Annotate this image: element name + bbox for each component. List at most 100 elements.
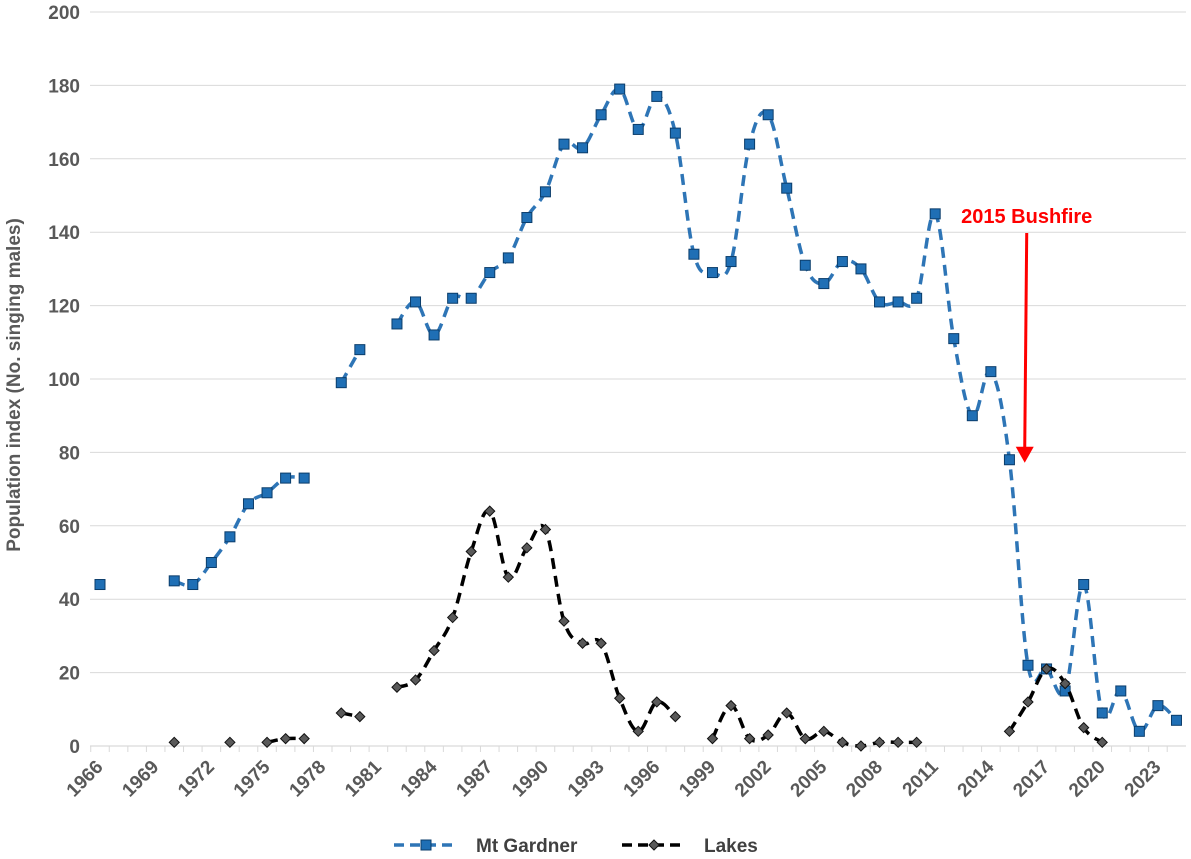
data-point-lakes — [539, 523, 552, 536]
x-tick-label: 1993 — [564, 757, 609, 802]
data-point-lakes — [409, 674, 422, 686]
y-tick-label: 180 — [48, 76, 80, 97]
series-line-mt-gardner — [173, 475, 305, 588]
data-point-lakes — [168, 736, 180, 749]
data-point-mt-gardner — [799, 259, 811, 271]
data-point-mt-gardner — [354, 344, 366, 356]
y-tick-label: 40 — [59, 590, 80, 611]
annotation-arrow-head — [1015, 446, 1034, 463]
data-point-mt-gardner — [669, 127, 681, 139]
x-tick-label: 2020 — [1065, 757, 1110, 802]
x-tick-label: 2017 — [1009, 757, 1054, 802]
x-tick-label: 1972 — [174, 757, 219, 802]
data-point-lakes — [298, 732, 310, 745]
data-point-lakes — [354, 710, 366, 723]
data-point-lakes — [781, 707, 793, 719]
x-tick-label: 2014 — [954, 756, 999, 801]
data-point-lakes — [1040, 663, 1053, 675]
data-point-mt-gardner — [1022, 659, 1034, 671]
data-point-lakes — [743, 732, 756, 745]
annotation-arrow-shaft — [1023, 232, 1029, 449]
data-point-mt-gardner — [168, 575, 180, 587]
data-point-mt-gardner — [558, 138, 570, 150]
data-point-mt-gardner — [632, 123, 644, 135]
data-point-lakes — [484, 505, 496, 517]
y-axis-title: Population index (No. singing males) — [4, 218, 25, 552]
data-point-mt-gardner — [242, 498, 254, 510]
data-point-lakes — [910, 736, 923, 749]
y-tick-label: 60 — [59, 517, 80, 538]
data-point-mt-gardner — [706, 267, 718, 279]
series-line-lakes — [396, 508, 677, 734]
data-point-lakes — [465, 545, 477, 558]
x-tick-label: 1969 — [118, 757, 163, 802]
data-point-mt-gardner — [577, 142, 589, 154]
data-point-mt-gardner — [985, 366, 997, 378]
data-point-lakes — [799, 732, 811, 745]
data-point-mt-gardner — [447, 292, 459, 304]
legend-label: Lakes — [704, 836, 758, 857]
data-point-mt-gardner — [1152, 700, 1164, 712]
data-point-mt-gardner — [205, 557, 217, 568]
legend-label: Mt Gardner — [476, 836, 578, 857]
data-point-lakes — [224, 736, 236, 749]
data-point-mt-gardner — [929, 208, 941, 220]
data-point-lakes — [558, 615, 570, 627]
data-point-mt-gardner — [892, 296, 904, 308]
data-point-lakes — [391, 681, 403, 693]
x-tick-label: 1996 — [620, 757, 665, 802]
series-lines — [94, 83, 1182, 752]
legend-swatch-marker — [648, 839, 660, 851]
legend-item-lakes: Lakes — [622, 836, 758, 857]
data-point-lakes — [1059, 677, 1071, 690]
data-point-lakes — [521, 542, 533, 554]
legend-item-mt-gardner: Mt Gardner — [394, 836, 578, 857]
data-point-mt-gardner — [1078, 579, 1090, 591]
x-tick-label: 2011 — [899, 756, 943, 800]
data-point-mt-gardner — [410, 296, 422, 308]
y-tick-label: 20 — [59, 664, 80, 685]
data-point-mt-gardner — [836, 256, 848, 268]
data-point-lakes — [1003, 725, 1016, 738]
data-point-lakes — [428, 644, 440, 657]
data-point-mt-gardner — [855, 263, 867, 275]
data-point-mt-gardner — [1133, 725, 1145, 737]
legend: Mt Gardner Lakes — [394, 836, 758, 857]
data-point-mt-gardner — [261, 487, 273, 499]
x-tick-label: 1984 — [397, 756, 442, 801]
data-point-mt-gardner — [911, 292, 923, 304]
data-point-mt-gardner — [744, 138, 756, 150]
x-axis-tick-labels: 1966 1969 1972 1975 1978 1981 1984 1987 1990 1993… — [63, 756, 1166, 801]
series-lakes — [168, 505, 1108, 752]
data-point-lakes — [1077, 721, 1090, 734]
data-point-mt-gardner — [614, 83, 626, 95]
gridlines — [90, 11, 1186, 674]
data-point-mt-gardner — [651, 90, 663, 102]
data-point-lakes — [818, 725, 830, 738]
data-point-mt-gardner — [948, 333, 960, 345]
y-tick-label: 120 — [48, 297, 80, 318]
data-point-mt-gardner — [1096, 707, 1108, 719]
data-point-mt-gardner — [521, 212, 533, 224]
data-point-lakes — [651, 696, 663, 708]
data-point-mt-gardner — [874, 296, 886, 308]
y-tick-label: 200 — [48, 3, 80, 24]
y-tick-label: 100 — [48, 370, 80, 391]
y-axis-tick-labels: 0 20 40 60 80 100 120 140 160 180 200 — [48, 3, 80, 758]
data-point-mt-gardner — [762, 109, 774, 121]
legend-swatch-marker — [420, 839, 432, 851]
data-point-mt-gardner — [298, 472, 310, 484]
data-point-mt-gardner — [428, 329, 440, 341]
data-point-lakes — [632, 725, 644, 738]
data-point-lakes — [446, 611, 459, 624]
data-point-mt-gardner — [335, 377, 347, 389]
y-tick-label: 160 — [48, 150, 80, 171]
data-point-mt-gardner — [595, 109, 607, 121]
x-tick-label: 1999 — [675, 757, 720, 802]
data-point-mt-gardner — [502, 252, 514, 264]
data-point-mt-gardner — [725, 256, 737, 268]
series-line-lakes — [1007, 666, 1104, 744]
x-tick-label: 1987 — [453, 757, 498, 802]
y-tick-label: 140 — [48, 223, 80, 244]
data-point-mt-gardner — [688, 248, 700, 260]
